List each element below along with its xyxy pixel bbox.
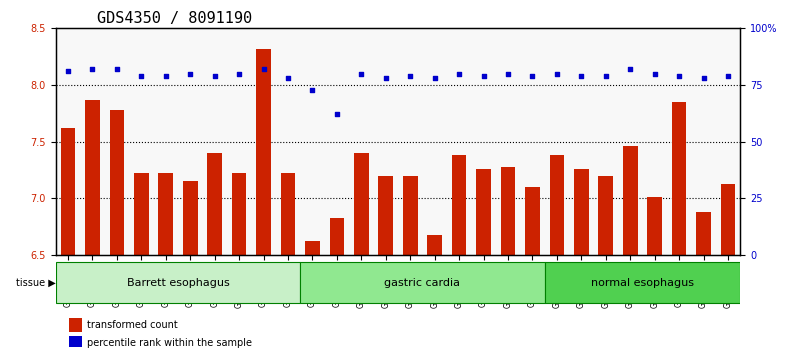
Bar: [476, 169, 491, 354]
Point: [111, 66, 123, 72]
Point: [673, 73, 685, 79]
Point: [599, 73, 612, 79]
Text: percentile rank within the sample: percentile rank within the sample: [87, 338, 252, 348]
Text: Barrett esophagus: Barrett esophagus: [127, 278, 229, 288]
Point: [61, 69, 74, 74]
Bar: [525, 187, 540, 354]
Bar: [672, 102, 686, 354]
Point: [697, 75, 710, 81]
Bar: [330, 218, 344, 354]
Bar: [207, 153, 222, 354]
Point: [355, 71, 368, 76]
Point: [282, 75, 295, 81]
Bar: [696, 212, 711, 354]
Point: [526, 73, 539, 79]
Bar: [85, 100, 100, 354]
Bar: [452, 155, 466, 354]
Bar: [183, 181, 197, 354]
Bar: [60, 128, 76, 354]
Point: [86, 66, 99, 72]
Bar: [599, 176, 613, 354]
Text: transformed count: transformed count: [87, 320, 178, 330]
Bar: [427, 235, 442, 354]
FancyBboxPatch shape: [300, 262, 544, 303]
Text: GDS4350 / 8091190: GDS4350 / 8091190: [97, 11, 252, 26]
Bar: [501, 167, 515, 354]
Point: [648, 71, 661, 76]
Bar: [232, 173, 247, 354]
Bar: [549, 155, 564, 354]
Bar: [305, 241, 320, 354]
Point: [551, 71, 564, 76]
Bar: [110, 110, 124, 354]
Bar: [158, 173, 173, 354]
Point: [404, 73, 416, 79]
Point: [209, 73, 221, 79]
Point: [232, 71, 245, 76]
Point: [184, 71, 197, 76]
Point: [501, 71, 514, 76]
Bar: [623, 146, 638, 354]
Point: [722, 73, 735, 79]
Bar: [574, 169, 589, 354]
Bar: [256, 49, 271, 354]
FancyBboxPatch shape: [544, 262, 740, 303]
Bar: [720, 184, 736, 354]
Point: [306, 87, 318, 92]
FancyBboxPatch shape: [56, 262, 300, 303]
Bar: [281, 173, 295, 354]
Point: [428, 75, 441, 81]
Point: [257, 66, 270, 72]
Bar: [647, 197, 662, 354]
Point: [453, 71, 466, 76]
Point: [135, 73, 148, 79]
Bar: [69, 318, 82, 332]
Point: [575, 73, 587, 79]
Point: [380, 75, 392, 81]
Bar: [403, 176, 418, 354]
Bar: [354, 153, 369, 354]
Point: [624, 66, 637, 72]
Point: [478, 73, 490, 79]
Bar: [378, 176, 393, 354]
Point: [159, 73, 172, 79]
Text: gastric cardia: gastric cardia: [384, 278, 460, 288]
Bar: [69, 336, 82, 350]
Point: [330, 112, 343, 117]
Text: tissue ▶: tissue ▶: [16, 278, 56, 288]
Text: normal esophagus: normal esophagus: [591, 278, 694, 288]
Bar: [134, 173, 149, 354]
